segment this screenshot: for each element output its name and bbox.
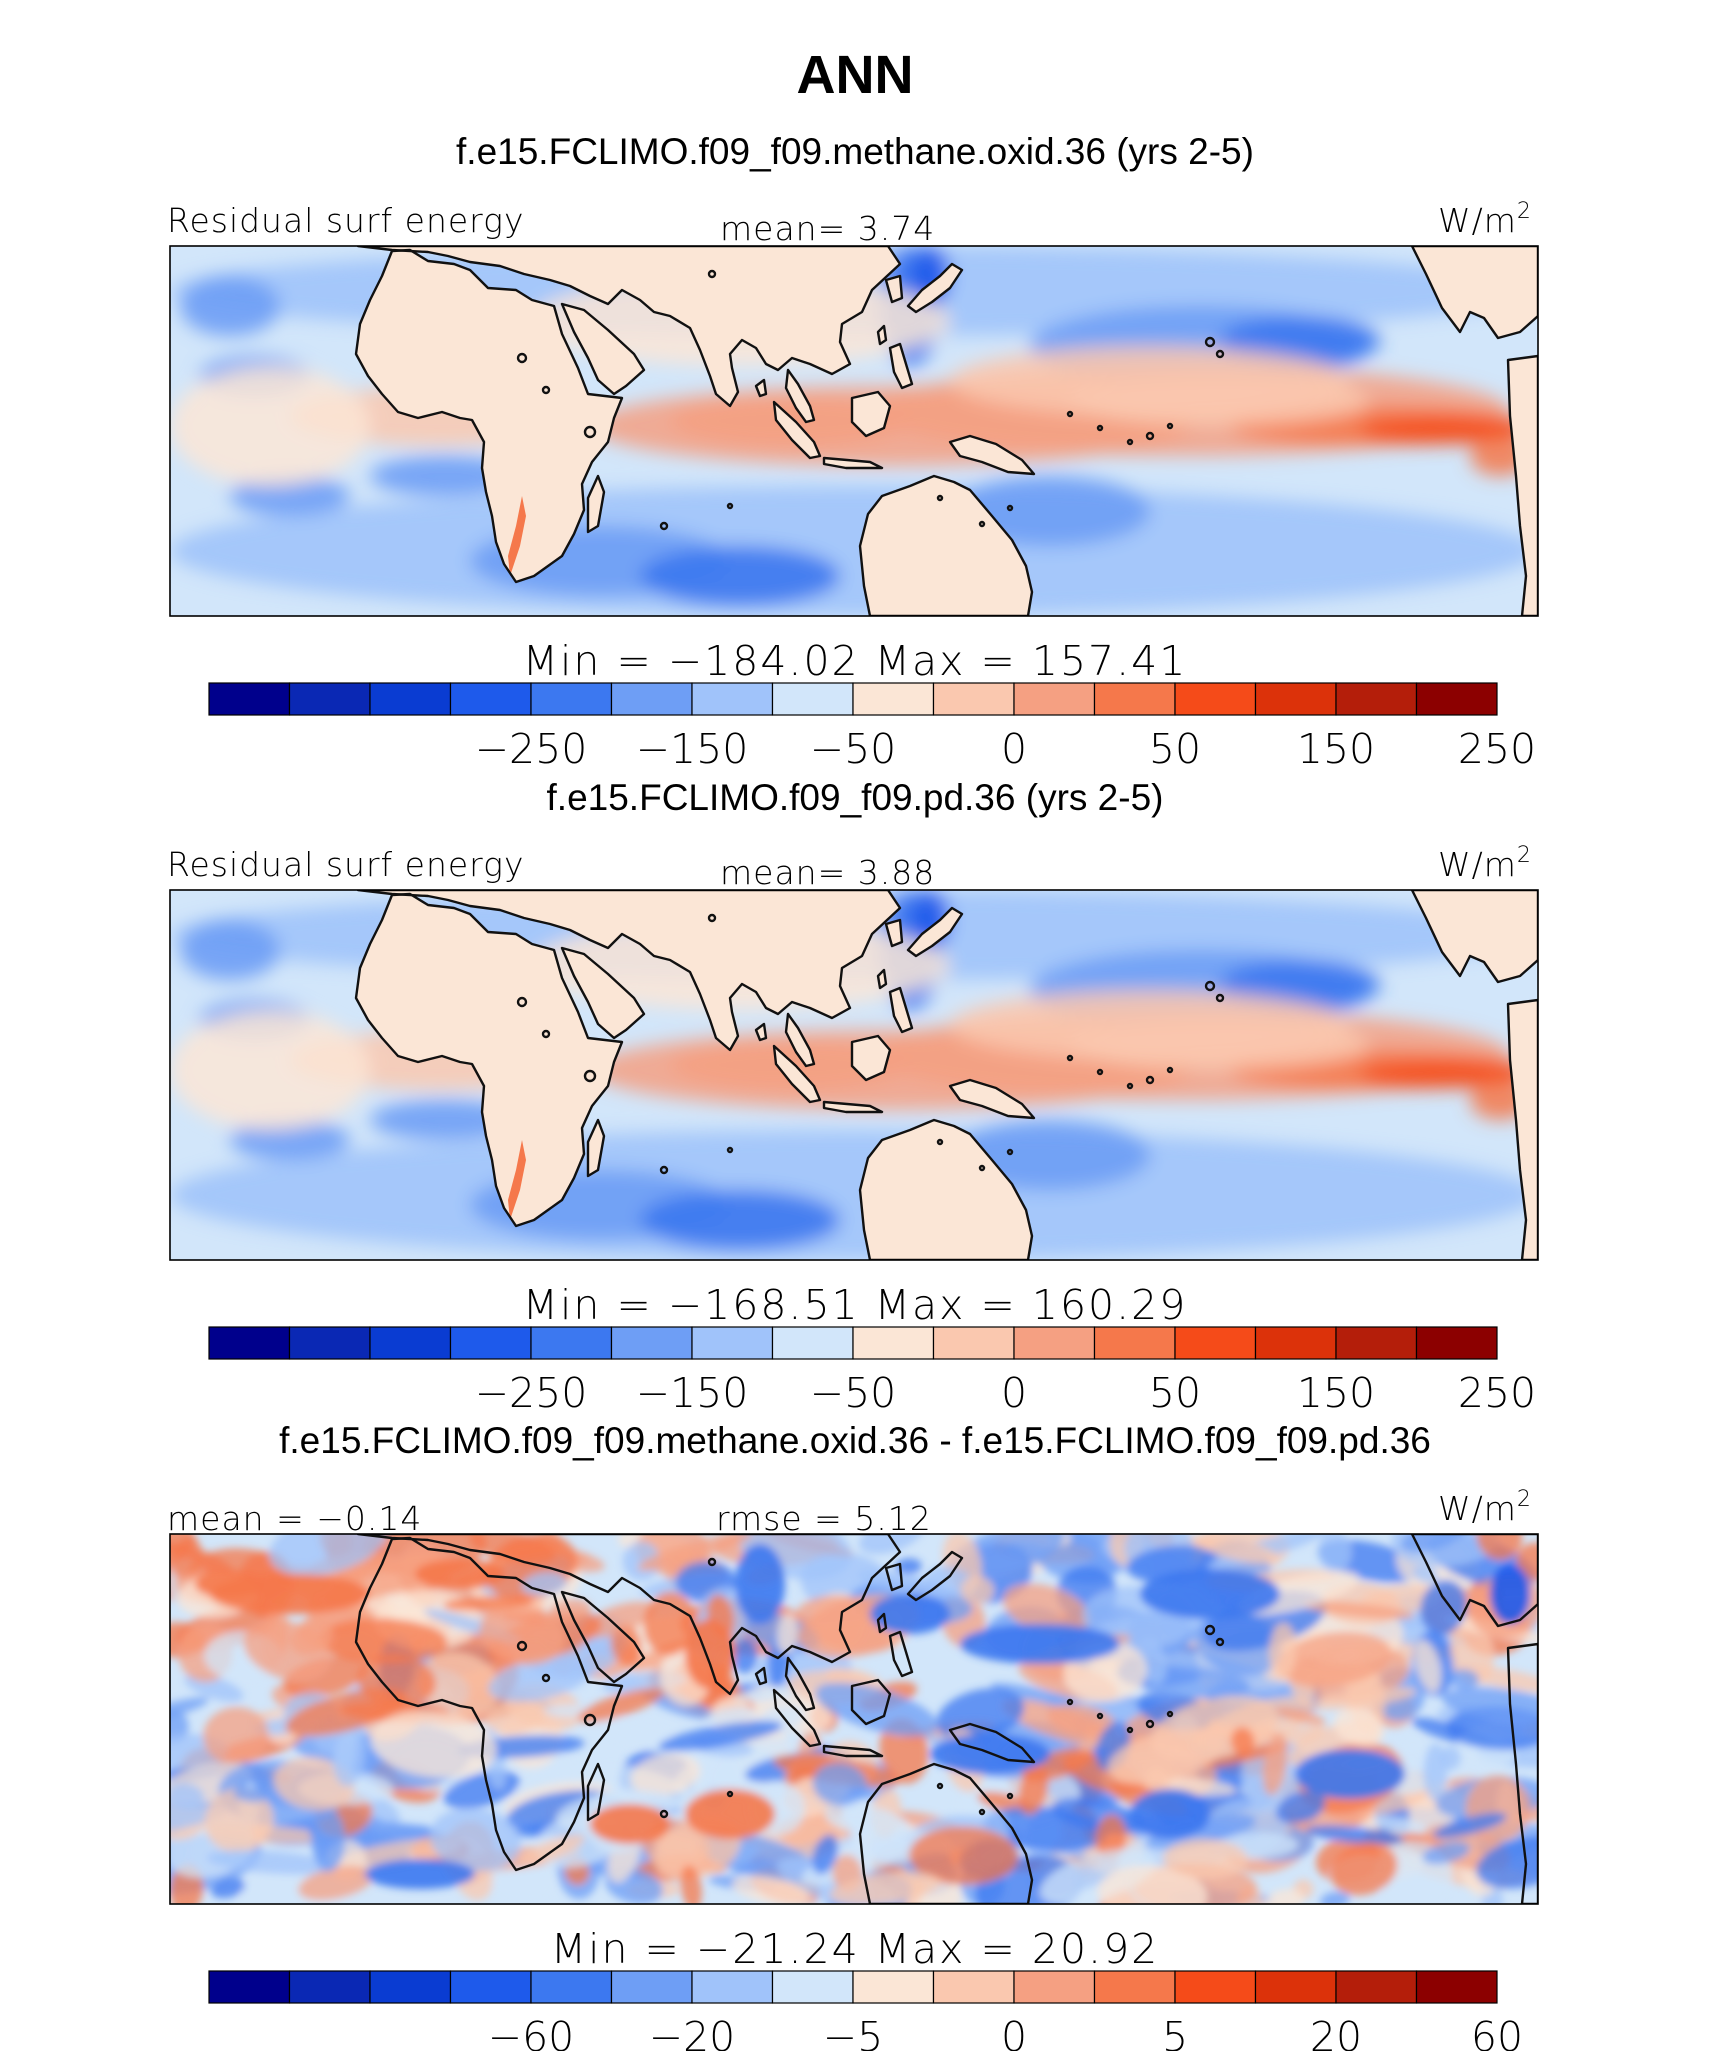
panel-2: f.e15.FCLIMO.f09_f09.pd.36 (yrs 2-5) Res… xyxy=(167,777,1539,1417)
colorbar-tick-label: 50 xyxy=(1149,1369,1201,1417)
colorbar-swatch xyxy=(1415,1970,1498,2004)
panel-3: f.e15.FCLIMO.f09_f09.methane.oxid.36 - f… xyxy=(167,1420,1539,2051)
colorbar-swatch xyxy=(208,682,291,716)
colorbar-swatch xyxy=(1415,1326,1498,1360)
panel-3-map xyxy=(169,1533,1539,1905)
panel-1-map xyxy=(169,245,1539,617)
colorbar-tick-label: −50 xyxy=(810,725,897,773)
colorbar-swatch xyxy=(1093,1970,1176,2004)
panel-2-mean-label: mean= 3.88 xyxy=(720,853,935,892)
colorbar-swatch xyxy=(771,682,854,716)
colorbar-tick-label: 60 xyxy=(1471,2013,1523,2051)
colorbar-swatch xyxy=(1254,1970,1337,2004)
panel-2-min-max: Min = −168.51 Max = 160.29 xyxy=(523,1281,1188,1329)
colorbar-tick-label: 0 xyxy=(1001,725,1027,773)
panel-2-title: f.e15.FCLIMO.f09_f09.pd.36 (yrs 2-5) xyxy=(547,777,1164,818)
colorbar-swatch xyxy=(1335,1970,1418,2004)
panel-3-min-max: Min = −21.24 Max = 20.92 xyxy=(551,1925,1160,1973)
colorbar-swatch xyxy=(530,682,613,716)
panel-1-colorbar: −250 −150 −50 0 50 150 250 xyxy=(208,682,1536,773)
colorbar-swatch xyxy=(1335,682,1418,716)
panel-1-min-max: Min = −184.02 Max = 157.41 xyxy=(523,637,1188,685)
colorbar-swatch xyxy=(449,682,532,716)
panel-3-title: f.e15.FCLIMO.f09_f09.methane.oxid.36 - f… xyxy=(279,1420,1431,1461)
colorbar-swatch xyxy=(691,1970,774,2004)
colorbar-swatch xyxy=(1093,682,1176,716)
colorbar-swatch xyxy=(932,1326,1015,1360)
colorbar-swatch xyxy=(369,1970,452,2004)
colorbar-swatch xyxy=(932,1970,1015,2004)
colorbar-swatch xyxy=(288,682,371,716)
panel-2-map xyxy=(169,889,1539,1261)
panel-1-title: f.e15.FCLIMO.f09_f09.methane.oxid.36 (yr… xyxy=(456,131,1254,172)
colorbar-swatch xyxy=(1013,682,1096,716)
colorbar-swatch xyxy=(1254,682,1337,716)
colorbar-tick-label: 250 xyxy=(1458,725,1536,773)
colorbar-swatch xyxy=(691,682,774,716)
colorbar-swatch xyxy=(610,682,693,716)
colorbar-tick-label: −250 xyxy=(475,725,588,773)
panel-1-mean-label: mean= 3.74 xyxy=(720,209,935,248)
colorbar-swatch xyxy=(771,1970,854,2004)
colorbar-tick-label: −5 xyxy=(823,2013,883,2051)
colorbar-swatch xyxy=(932,682,1015,716)
colorbar-tick-label: 250 xyxy=(1458,1369,1536,1417)
panel-2-units: W/m2 xyxy=(1438,843,1532,884)
panel-2-colorbar: −250 −150 −50 0 50 150 250 xyxy=(208,1326,1536,1417)
panel-3-units: W/m2 xyxy=(1438,1487,1532,1528)
colorbar-tick-label: −150 xyxy=(636,1369,749,1417)
panel-1: f.e15.FCLIMO.f09_f09.methane.oxid.36 (yr… xyxy=(167,131,1539,773)
colorbar-tick-label: 150 xyxy=(1297,725,1375,773)
colorbar-swatch xyxy=(1174,1970,1257,2004)
colorbar-swatch xyxy=(852,1970,935,2004)
colorbar-swatch xyxy=(369,1326,452,1360)
colorbar-swatch xyxy=(208,1970,291,2004)
colorbar-swatch xyxy=(1335,1326,1418,1360)
colorbar-swatch xyxy=(530,1326,613,1360)
colorbar-swatch xyxy=(288,1970,371,2004)
panel-1-units: W/m2 xyxy=(1438,199,1532,240)
colorbar-swatch xyxy=(771,1326,854,1360)
panel-3-rmse-label: rmse = 5.12 xyxy=(716,1499,932,1538)
colorbar-swatch xyxy=(530,1970,613,2004)
panel-1-variable-label: Residual surf energy xyxy=(167,201,524,240)
colorbar-swatch xyxy=(1013,1970,1096,2004)
colorbar-tick-label: 50 xyxy=(1149,725,1201,773)
colorbar-swatch xyxy=(1254,1326,1337,1360)
colorbar-swatch xyxy=(369,682,452,716)
colorbar-swatch xyxy=(1174,1326,1257,1360)
colorbar-swatch xyxy=(208,1326,291,1360)
colorbar-tick-label: 0 xyxy=(1001,1369,1027,1417)
panel-3-colorbar: −60 −20 −5 0 5 20 60 xyxy=(208,1970,1523,2051)
colorbar-swatch xyxy=(1013,1326,1096,1360)
colorbar-tick-label: 5 xyxy=(1162,2013,1188,2051)
colorbar-swatch xyxy=(1415,682,1498,716)
colorbar-swatch xyxy=(449,1326,532,1360)
colorbar-swatch xyxy=(691,1326,774,1360)
colorbar-tick-label: −60 xyxy=(488,2013,575,2051)
colorbar-swatch xyxy=(449,1970,532,2004)
colorbar-swatch xyxy=(288,1326,371,1360)
colorbar-swatch xyxy=(610,1970,693,2004)
colorbar-swatch xyxy=(610,1326,693,1360)
panel-2-variable-label: Residual surf energy xyxy=(167,845,524,884)
colorbar-tick-label: −50 xyxy=(810,1369,897,1417)
colorbar-swatch xyxy=(1093,1326,1176,1360)
colorbar-tick-label: −150 xyxy=(636,725,749,773)
colorbar-tick-label: 0 xyxy=(1001,2013,1027,2051)
colorbar-swatch xyxy=(852,682,935,716)
colorbar-tick-label: −20 xyxy=(649,2013,736,2051)
colorbar-swatch xyxy=(1174,682,1257,716)
colorbar-tick-label: 150 xyxy=(1297,1369,1375,1417)
colorbar-tick-label: −250 xyxy=(475,1369,588,1417)
panel-3-mean-label: mean = −0.14 xyxy=(167,1499,422,1538)
colorbar-tick-label: 20 xyxy=(1310,2013,1362,2051)
colorbar-swatch xyxy=(852,1326,935,1360)
figure-title: ANN xyxy=(797,45,914,105)
